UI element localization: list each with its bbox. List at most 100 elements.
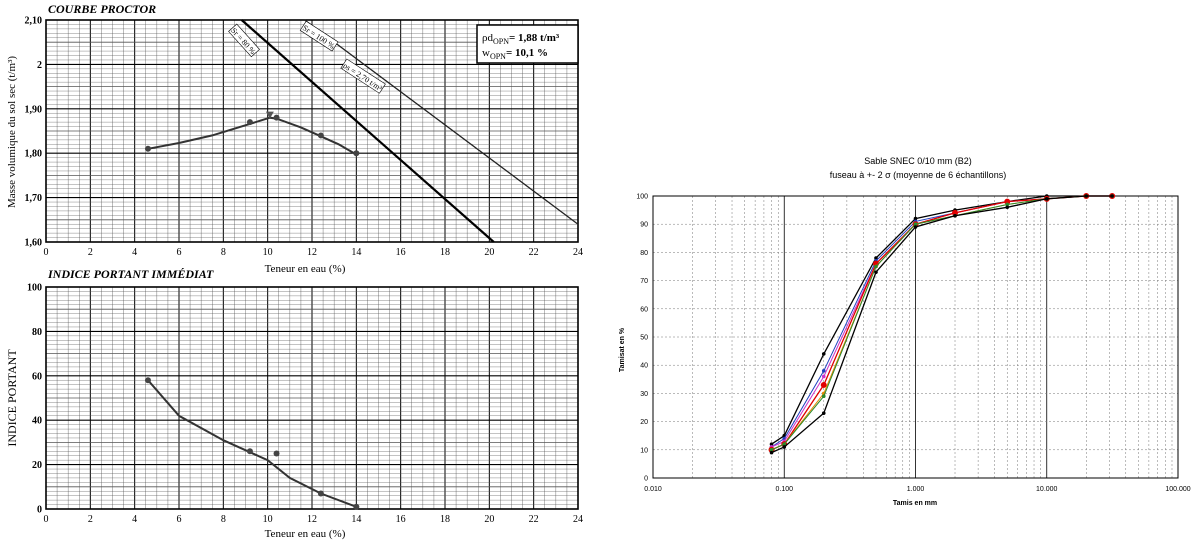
grading-y-tick-label: 80 <box>640 250 648 257</box>
ipi-point <box>273 450 280 457</box>
grading-x-tick-label: 1.000 <box>907 486 925 493</box>
proctor-x-tick-label: 4 <box>132 247 137 258</box>
ipi-x-ticks: 0 2 4 6 8 10 12 14 16 18 20 22 24 <box>44 514 584 525</box>
grading-y-tick-label: 30 <box>640 391 648 398</box>
optimum-info-box: ρdOPN= 1,88 t/m³ wOPN= 10,1 % <box>476 24 579 64</box>
grading-point-upper <box>874 256 878 260</box>
proctor-y-tick-label: 1,70 <box>25 193 43 204</box>
grading-line-s3 <box>771 195 1113 448</box>
grading-y-tick-label: 10 <box>640 447 648 454</box>
info-w-value: = 10,1 % <box>506 47 548 59</box>
grading-point-lower <box>1005 205 1010 210</box>
ipi-x-tick-label: 8 <box>221 514 226 525</box>
proctor-y-tick-label: 2,10 <box>25 16 43 27</box>
ipi-point <box>246 448 253 455</box>
grading-point-mean <box>820 381 827 388</box>
proctor-point <box>353 150 360 157</box>
ipi-grid <box>45 286 579 510</box>
grading-point-s2 <box>821 369 826 373</box>
info-w-symbol: w <box>482 47 490 59</box>
grading-point-mean <box>952 209 959 216</box>
proctor-x-tick-label: 14 <box>351 247 361 258</box>
grading-subtitle: fuseau à +- 2 σ (moyenne de 6 échantillo… <box>830 170 1006 180</box>
proctor-point <box>246 119 253 126</box>
proctor-y-ticks: 1,60 1,70 1,80 1,90 2 2,10 <box>25 16 43 249</box>
grading-line-s6 <box>771 195 1113 451</box>
grading-point-s6 <box>913 222 918 226</box>
ipi-y-ticks: 0 20 40 60 80 100 <box>27 283 42 516</box>
grading-point-s6 <box>782 442 787 446</box>
proctor-x-tick-label: 8 <box>221 247 226 258</box>
proctor-y-tick-label: 1,80 <box>25 149 43 160</box>
ipi-x-tick-label: 14 <box>351 514 361 525</box>
grading-point-lower <box>1110 194 1114 198</box>
grading-point-s6 <box>821 394 826 399</box>
grading-series <box>768 193 1116 455</box>
grading-point-lower <box>769 450 774 455</box>
grading-point-s3 <box>821 374 826 379</box>
ipi-y-tick-label: 40 <box>32 416 42 427</box>
grading-point-lower <box>1084 194 1089 198</box>
ipi-y-tick-label: 60 <box>32 371 42 382</box>
grading-x-tick-label: 0.010 <box>644 486 662 493</box>
ipi-y-axis-label: INDICE PORTANT <box>5 349 19 447</box>
grading-point-upper <box>913 216 918 221</box>
proctor-x-tick-label: 12 <box>307 247 317 258</box>
ipi-point <box>317 490 324 497</box>
grading-y-tick-label: 20 <box>640 419 648 426</box>
ipi-x-tick-label: 18 <box>440 514 450 525</box>
svg-text:wOPN= 10,1 %: wOPN= 10,1 % <box>482 47 548 61</box>
svg-text:ρdOPN= 1,88 t/m³: ρdOPN= 1,88 t/m³ <box>482 32 560 46</box>
proctor-y-tick-label: 1,90 <box>25 104 43 115</box>
grading-point-lower <box>821 411 826 415</box>
proctor-x-tick-label: 24 <box>573 247 583 258</box>
proctor-x-tick-label: 22 <box>529 247 539 258</box>
ipi-point <box>353 503 360 510</box>
grading-point-mean <box>1004 198 1011 205</box>
ipi-x-tick-label: 12 <box>307 514 317 525</box>
info-w-sub: OPN <box>490 52 506 61</box>
info-rho-sub: OPN <box>493 37 509 46</box>
ipi-x-tick-label: 2 <box>88 514 93 525</box>
grading-line-lower <box>771 195 1113 454</box>
svg-text:ρs = 2,70 t/m³: ρs = 2,70 t/m³ <box>341 61 384 93</box>
ipi-x-tick-label: 6 <box>177 514 182 525</box>
grading-frame <box>652 195 1179 479</box>
ipi-y-tick-label: 0 <box>37 505 42 516</box>
proctor-x-axis-label: Teneur en eau (%) <box>265 263 346 275</box>
ipi-y-tick-label: 80 <box>32 327 42 338</box>
ipi-x-tick-label: 0 <box>44 514 49 525</box>
optimum-marker <box>265 111 274 119</box>
grading-point-lower <box>953 213 957 218</box>
grading-point-s6 <box>874 264 878 269</box>
proctor-y-tick-label: 1,60 <box>25 238 43 249</box>
info-rho-symbol: ρd <box>482 32 493 44</box>
grading-x-ticks: 0.010 0.100 1.000 10.000 100.000 <box>644 486 1191 493</box>
proctor-x-tick-label: 10 <box>263 247 273 258</box>
ipi-series <box>144 377 360 510</box>
proctor-curve <box>147 116 357 156</box>
grading-grid <box>652 195 1179 479</box>
proctor-x-tick-label: 6 <box>177 247 182 258</box>
proctor-y-tick-label: 2 <box>37 60 42 71</box>
grading-x-tick-label: 100.000 <box>1165 486 1190 493</box>
grading-point-lower <box>874 270 878 274</box>
grading-y-tick-label: 0 <box>644 476 648 483</box>
grading-y-tick-label: 50 <box>640 335 648 342</box>
grading-y-axis-label: Tamisat en % <box>619 327 626 372</box>
proctor-frame <box>45 19 579 243</box>
grading-y-tick-label: 60 <box>640 306 648 313</box>
grading-y-tick-label: 40 <box>640 363 648 370</box>
ipi-x-axis-label: Teneur en eau (%) <box>265 528 346 540</box>
proctor-x-ticks: 0 2 4 6 8 10 12 14 16 18 20 22 24 <box>44 247 584 258</box>
proctor-y-axis-label: Masse volumique du sol sec (t/m³) <box>6 56 18 208</box>
grading-y-tick-label: 70 <box>640 278 648 285</box>
ipi-y-tick-label: 20 <box>32 460 42 471</box>
grading-x-axis-label: Tamis en mm <box>893 500 937 507</box>
proctor-x-tick-label: 2 <box>88 247 93 258</box>
proctor-saturation-lines <box>240 19 579 243</box>
ipi-y-tick-label: 100 <box>27 283 42 294</box>
grading-point-upper <box>821 352 826 356</box>
